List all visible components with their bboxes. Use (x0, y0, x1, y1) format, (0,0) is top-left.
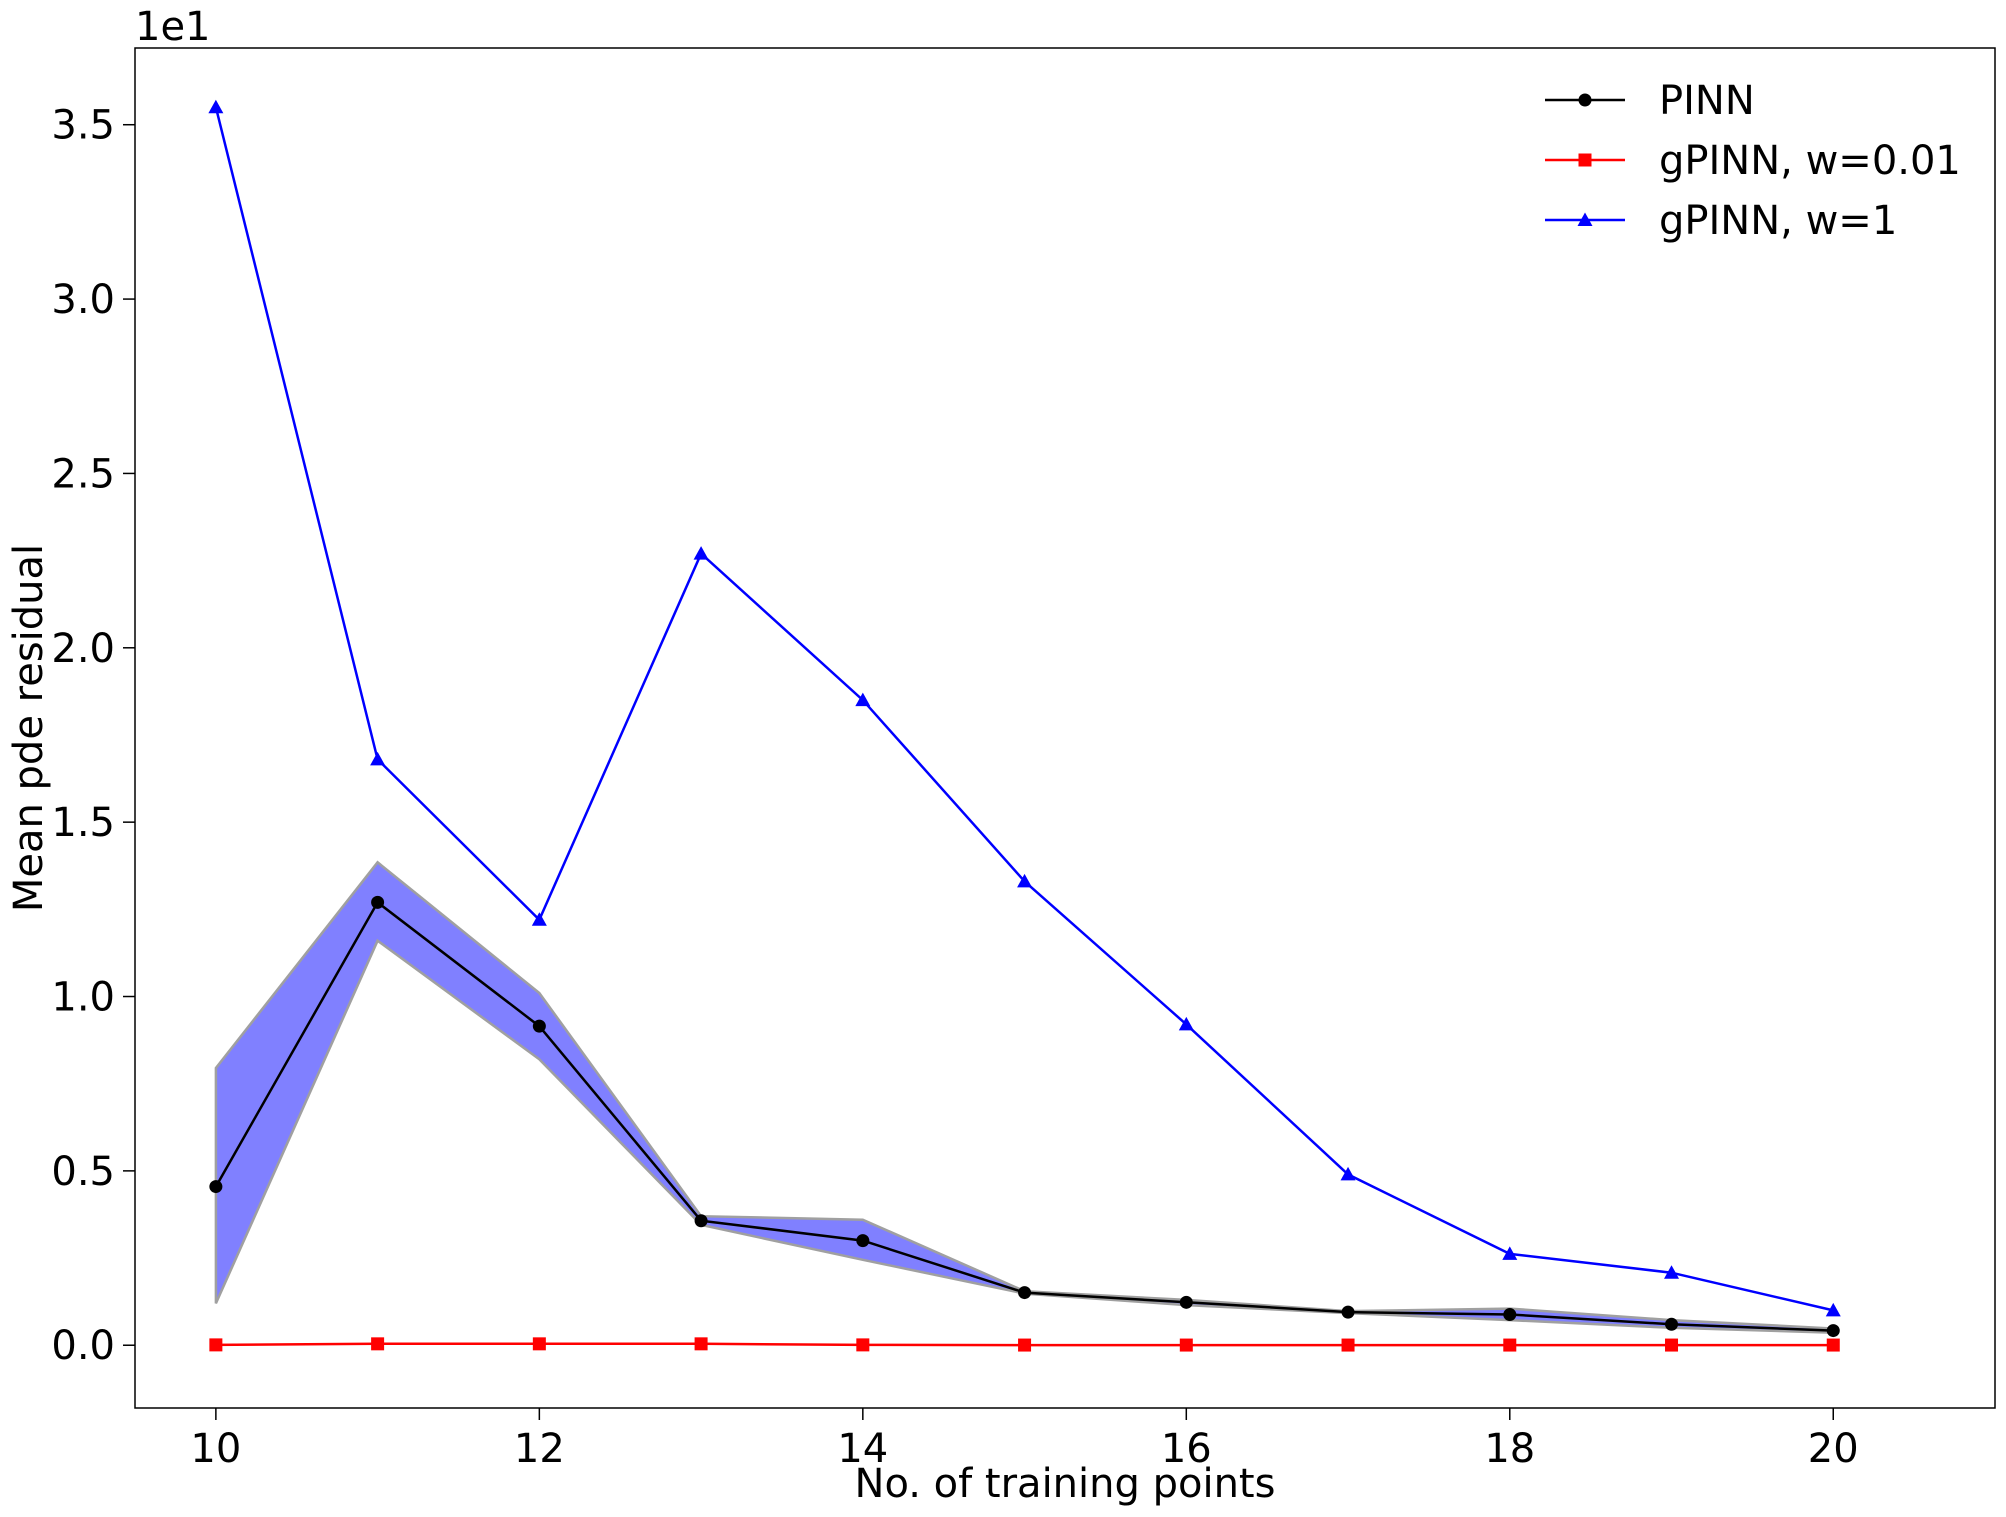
legend-marker (1577, 212, 1593, 226)
legend-label: gPINN, w=0.01 (1659, 138, 1961, 184)
y-tick-label: 0.0 (51, 1323, 115, 1369)
legend-marker (1578, 153, 1592, 167)
legend-label: gPINN, w=1 (1659, 198, 1897, 244)
y-tick-label: 1.0 (51, 975, 115, 1021)
data-point-2-3 (693, 546, 709, 560)
y-axis-ticks: 0.0 0.5 1.0 1.5 2.0 2.5 3.0 3.5 (51, 103, 135, 1369)
data-point-2-9 (1664, 1265, 1680, 1279)
y-tick-label: 3.0 (51, 277, 115, 323)
data-point-0-8 (1503, 1308, 1517, 1322)
y-tick-label: 2.0 (51, 626, 115, 672)
data-point-1-10 (1826, 1338, 1840, 1352)
data-point-1-7 (1341, 1338, 1355, 1352)
series-lines (214, 106, 1834, 1347)
data-point-0-5 (1018, 1286, 1032, 1300)
data-point-1-4 (856, 1338, 870, 1352)
data-point-0-6 (1179, 1295, 1193, 1309)
series-markers (208, 99, 1841, 1352)
data-point-1-9 (1665, 1338, 1679, 1352)
data-point-1-5 (1018, 1338, 1032, 1352)
series-line-2 (214, 106, 1834, 1312)
x-axis-ticks: 10 12 14 16 18 20 (190, 1408, 1859, 1472)
data-point-0-1 (371, 895, 385, 909)
x-tick-label: 20 (1808, 1426, 1859, 1472)
data-point-2-10 (1825, 1302, 1841, 1317)
data-point-1-0 (209, 1338, 223, 1352)
data-point-2-8 (1502, 1246, 1518, 1260)
y-tick-label: 3.5 (51, 103, 115, 149)
data-point-2-2 (531, 912, 547, 926)
x-axis-label: No. of training points (855, 1461, 1276, 1507)
legend-label: PINN (1659, 78, 1755, 124)
data-point-0-3 (694, 1214, 708, 1228)
data-point-1-2 (532, 1337, 546, 1351)
y-axis-label: Mean pde residual (6, 544, 52, 912)
data-point-1-1 (371, 1337, 385, 1351)
legend: PINN gPINN, w=0.01 gPINN, w=1 (1545, 78, 1961, 244)
data-point-0-10 (1826, 1324, 1840, 1338)
data-point-2-5 (1017, 873, 1033, 888)
x-tick-label: 10 (190, 1426, 241, 1472)
data-point-2-6 (1178, 1016, 1194, 1031)
x-tick-label: 16 (1161, 1426, 1212, 1472)
data-point-0-2 (532, 1019, 546, 1033)
data-point-1-8 (1503, 1338, 1517, 1352)
x-tick-label: 18 (1484, 1426, 1535, 1472)
data-point-0-0 (209, 1180, 223, 1194)
data-point-2-0 (208, 99, 224, 114)
data-point-2-4 (855, 692, 871, 707)
data-point-0-4 (856, 1234, 870, 1248)
y-tick-label: 0.5 (51, 1149, 115, 1195)
y-tick-label: 1.5 (51, 800, 115, 846)
plot-frame (134, 47, 1996, 1409)
data-point-0-9 (1665, 1317, 1679, 1331)
legend-marker (1578, 93, 1592, 107)
x-tick-label: 12 (514, 1426, 565, 1472)
data-point-0-7 (1341, 1305, 1355, 1319)
data-point-1-3 (694, 1337, 708, 1351)
x-tick-label: 14 (837, 1426, 888, 1472)
data-point-2-1 (370, 751, 386, 766)
legend-entry-1: gPINN, w=0.01 (1545, 138, 1961, 184)
legend-entry-2: gPINN, w=1 (1545, 198, 1897, 244)
y-offset-text: 1e1 (135, 4, 211, 50)
data-point-2-7 (1340, 1166, 1356, 1181)
data-point-1-6 (1179, 1338, 1193, 1352)
y-tick-label: 2.5 (51, 451, 115, 497)
legend-entry-0: PINN (1545, 78, 1755, 124)
